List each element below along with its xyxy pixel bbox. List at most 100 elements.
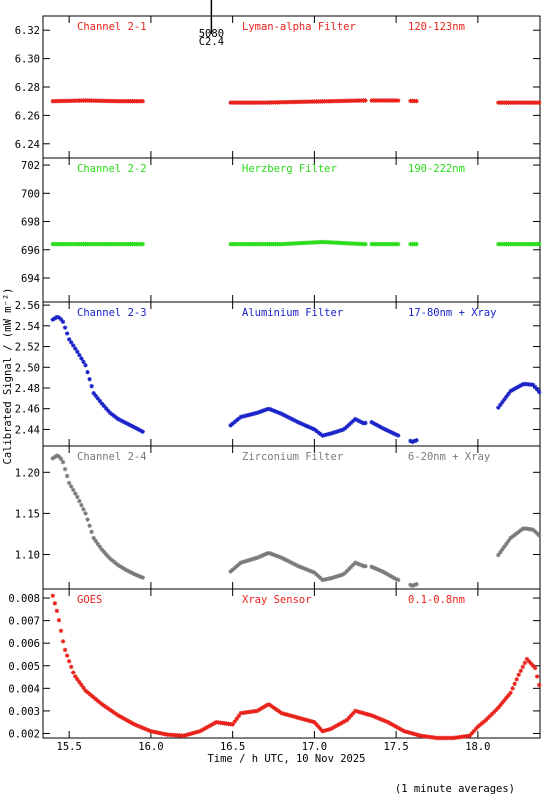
data-point [132,722,137,727]
data-point [375,715,380,721]
data-point [494,707,499,713]
data-point [342,718,348,724]
data-point [138,724,143,730]
data-point [234,418,239,423]
data-point [304,717,309,723]
data-point [99,547,105,552]
data-point [351,562,356,567]
data-point [504,541,509,546]
data-point [299,421,305,427]
data-point [408,438,413,444]
data-point [395,98,401,103]
data-point [191,730,197,736]
data-point [193,730,199,735]
x-tick-label: 16.5 [220,741,245,753]
y-tick-label: 702 [21,160,40,172]
data-point [371,714,376,719]
data-point [373,566,378,571]
data-point [481,719,487,724]
data-point [128,719,133,725]
data-point [467,733,472,738]
data-point [334,574,340,579]
y-tick-label: 6.30 [15,54,40,66]
data-point [414,241,419,247]
data-point [250,411,256,417]
data-point [283,712,288,717]
data-point [389,722,395,727]
channel-label: Channel 2-3 [77,307,147,319]
data-point [271,552,276,557]
data-point [81,685,86,690]
data-point [357,709,362,715]
y-tick-label: 2.56 [15,300,40,312]
data-point [138,428,143,433]
data-point [334,429,340,434]
data-point [212,721,217,726]
data-point [297,420,303,426]
data-point [75,349,80,354]
data-point [500,399,505,405]
band-label: 17-80nm + Xray [408,307,497,319]
data-point [363,420,368,426]
data-point [54,314,60,320]
data-point [377,716,382,722]
data-point [54,453,60,458]
data-point [97,398,103,404]
data-point [246,558,252,563]
data-point [475,724,481,729]
data-point [230,421,235,426]
data-point [322,728,327,733]
data-point [512,532,517,538]
data-point [228,569,233,574]
data-point [236,416,241,421]
data-point [477,722,483,728]
data-point [275,708,280,713]
data-point [64,473,70,479]
filter-label: Aluminium Filter [242,307,343,319]
data-point [514,677,519,682]
data-point [393,724,399,729]
data-point [95,396,100,401]
data-point [530,527,536,532]
data-point [299,716,305,722]
data-point [130,570,135,576]
data-point [105,554,111,559]
data-point [338,428,344,433]
data-point [95,541,100,546]
data-point [293,714,299,720]
data-point [269,407,274,413]
data-point [62,466,68,472]
data-point [395,577,401,583]
data-point [122,716,127,722]
data-point [336,722,342,727]
data-point [257,409,262,415]
data-point [314,428,319,434]
data-point [412,582,417,588]
data-point [181,733,186,738]
data-point [295,563,301,569]
data-point [524,656,530,662]
data-point [522,660,528,666]
data-point [261,705,266,710]
filter-label: Zirconium Filter [242,451,343,463]
data-point [534,674,540,679]
data-point [359,562,364,568]
data-point [301,566,307,571]
data-point [107,707,113,712]
data-point [140,725,145,731]
data-point [344,424,350,429]
data-point [287,559,293,565]
data-point [234,716,239,722]
data-point [398,726,403,732]
y-tick-label: 1.10 [15,549,40,561]
data-point [534,531,540,536]
data-point [377,424,382,429]
data-point [332,724,338,729]
data-point [369,564,374,570]
data-point [322,432,327,438]
data-point [506,693,511,698]
data-point [91,535,96,541]
data-point [518,528,523,533]
data-point [391,723,397,728]
data-point [69,484,74,489]
